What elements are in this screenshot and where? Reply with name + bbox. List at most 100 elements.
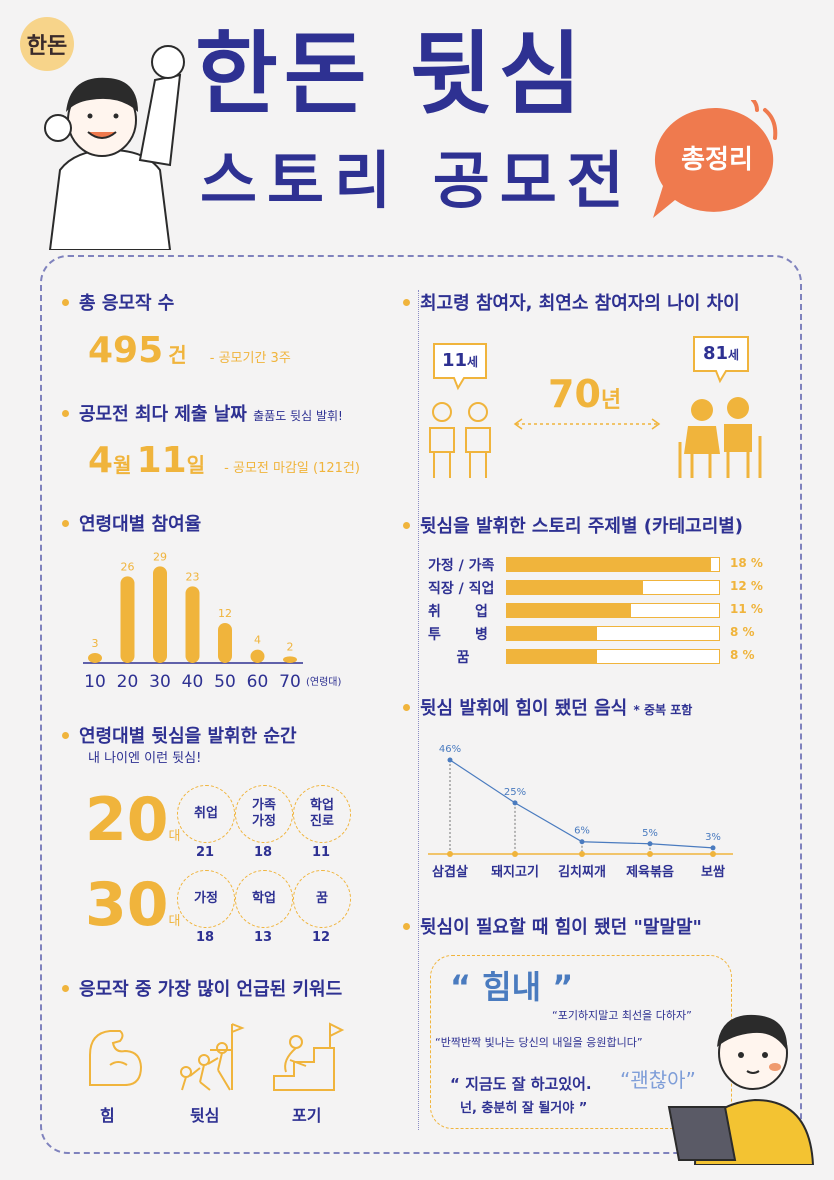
age-gap-value: 70 — [548, 372, 601, 416]
main-title-line1: 한돈 뒷심 — [195, 22, 588, 127]
category-bar — [507, 627, 598, 640]
age-tick-label: 70 — [279, 672, 301, 692]
age-tick-label: 10 — [84, 672, 106, 692]
bullet-dot — [62, 984, 69, 992]
food-point — [647, 841, 653, 847]
bullet-dot — [403, 298, 410, 306]
participation-title-text: 연령대별 참여율 — [79, 514, 202, 535]
age-bar-value: 4 — [254, 634, 261, 647]
words-section-title: 뒷심이 필요할 때 힘이 됐던 "말말말" — [403, 913, 702, 939]
age-bar-value: 29 — [153, 550, 167, 563]
food-axis-dot — [512, 851, 518, 857]
moment-circle: 가정 — [177, 870, 235, 928]
young-age-bubble: 11세 — [430, 340, 490, 392]
laptop-person-illustration — [665, 995, 815, 1166]
words-title-text: 뒷심이 필요할 때 힘이 됐던 "말말말" — [420, 917, 702, 938]
old-age-unit: 세 — [728, 348, 740, 362]
category-label: 꿈 — [456, 650, 470, 666]
quote-doing-well-line2: 넌, 충분히 잘 될거야 ” — [460, 1101, 588, 1116]
moments-section-title: 연령대별 뒷심을 발휘한 순간 — [62, 722, 297, 748]
food-category-label: 돼지고기 — [491, 864, 539, 880]
food-title-text: 뒷심 발휘에 힘이 됐던 음식 — [420, 698, 628, 719]
bullet-dot — [62, 519, 69, 527]
food-axis-dot — [647, 851, 653, 857]
category-bar-track — [506, 580, 720, 595]
food-value-label: 5% — [642, 828, 658, 839]
age-gap-arrow — [512, 416, 662, 435]
summary-badge-text: 총정리 — [681, 145, 753, 175]
peak-note: - 공모전 마감일 (121건) — [224, 461, 360, 476]
keyword-label: 힘 — [100, 1106, 115, 1125]
food-axis-dot — [447, 851, 453, 857]
age-label-20: 20대 — [85, 785, 180, 855]
moment-circle: 학업 — [235, 870, 293, 928]
keyword-label: 포기 — [292, 1106, 322, 1125]
age-gap-value-row: 70년 — [548, 372, 621, 416]
category-bar-track — [506, 603, 720, 618]
bullet-dot — [403, 521, 410, 529]
moment-count: 11 — [311, 845, 331, 860]
age-bar — [283, 656, 297, 663]
strength-icon — [85, 1025, 145, 1094]
total-unit: 건 — [168, 343, 187, 367]
age-gap-title-text: 최고령 참여자, 최연소 참여자의 나이 차이 — [420, 293, 740, 314]
moment-label: 가정 — [194, 891, 218, 907]
moment-count: 13 — [253, 930, 273, 945]
food-point — [579, 839, 585, 845]
bullet-dot — [403, 703, 410, 711]
peak-title-text: 공모전 최다 제출 날짜 — [79, 404, 247, 425]
peak-subtitle: 출품도 뒷심 발휘! — [253, 409, 343, 423]
participation-section-title: 연령대별 참여율 — [62, 510, 201, 536]
category-value: 18 % — [730, 556, 763, 570]
age-bar — [120, 576, 135, 663]
old-age-value: 81 — [702, 343, 728, 364]
total-value-row: 495 건 - 공모기간 3주 — [88, 330, 291, 371]
moment-circle: 가족 가정 — [235, 785, 293, 843]
moment-label: 학업 — [252, 891, 276, 907]
participation-bar-chart: 3 10 26 20 29 30 23 40 12 50 4 60 2 70 (연령대) — [83, 550, 342, 692]
category-label: 투 병 — [428, 627, 488, 643]
children-icon — [420, 398, 500, 484]
age-gap-section-title: 최고령 참여자, 최연소 참여자의 나이 차이 — [403, 289, 740, 315]
category-bar-track — [506, 557, 720, 572]
food-value-label: 46% — [439, 744, 461, 755]
peak-month-unit: 월 — [113, 453, 132, 477]
categories-section-title: 뒷심을 발휘한 스토리 주제별 (카테고리별) — [403, 512, 743, 538]
food-note: * 중복 포함 — [633, 703, 693, 717]
age-tick-label: 40 — [182, 672, 204, 692]
age-tick-label: 50 — [214, 672, 236, 692]
moments-row-30: 30대 가정 18 학업 13 꿈 12 — [85, 870, 385, 950]
age-unit: 대 — [168, 914, 181, 929]
quote-its-okay: “괜찮아” — [620, 1068, 696, 1092]
peak-day-unit: 일 — [186, 453, 206, 477]
bullet-dot — [62, 298, 69, 306]
food-axis-dot — [710, 851, 716, 857]
category-bar — [507, 581, 643, 594]
age-tick-label: 20 — [117, 672, 139, 692]
keywords-section-title: 응모작 중 가장 많이 언급된 키워드 — [62, 975, 342, 1001]
peak-section-title: 공모전 최다 제출 날짜 출품도 뒷심 발휘! — [62, 400, 343, 426]
total-title-text: 총 응모작 수 — [79, 293, 175, 314]
content-panel — [40, 255, 802, 1154]
food-value-label: 6% — [574, 826, 590, 837]
categories-title-text: 뒷심을 발휘한 스토리 주제별 (카테고리별) — [420, 516, 744, 537]
moment-count: 18 — [195, 930, 215, 945]
moment-circle: 취업 — [177, 785, 235, 843]
age-unit: 대 — [168, 829, 181, 844]
peak-day: 11 — [136, 440, 187, 481]
age-bar-value: 3 — [92, 637, 99, 650]
category-value: 8 % — [730, 625, 755, 639]
food-line-chart: 46% 삼겹살 25% 돼지고기 6% 김치찌개 5% 제육볶음 3% 보쌈 — [428, 744, 733, 880]
food-value-label: 25% — [504, 787, 526, 798]
category-bar — [507, 650, 598, 663]
total-value: 495 — [88, 330, 164, 371]
category-label: 가정 / 가족 — [428, 558, 495, 574]
stairs-flag-icon — [272, 1020, 350, 1096]
old-age-bubble: 81세 — [690, 333, 752, 385]
food-axis-dot — [579, 851, 585, 857]
young-age-unit: 세 — [467, 355, 479, 369]
moment-circle: 학업 진로 — [293, 785, 351, 843]
logo: 한돈 — [18, 15, 76, 73]
moment-circle: 꿈 — [293, 870, 351, 928]
total-section-title: 총 응모작 수 — [62, 289, 174, 315]
